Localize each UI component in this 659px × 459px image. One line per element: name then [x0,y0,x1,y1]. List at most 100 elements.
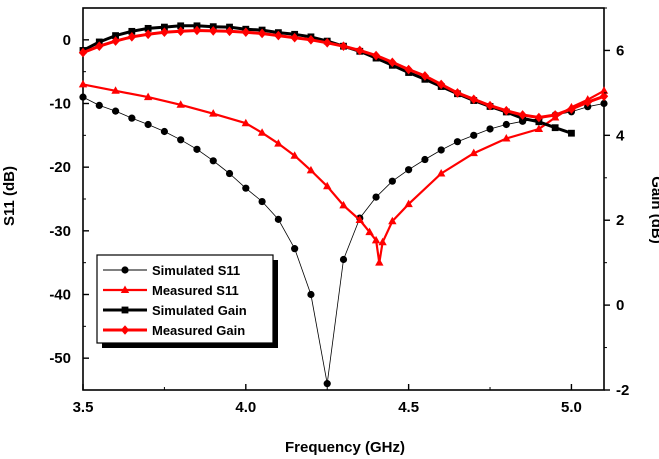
series-layer [78,22,609,388]
legend-item: Measured S11 [103,283,239,298]
x-tick-label: 3.5 [73,399,94,416]
data-point [144,24,152,32]
legend-label: Simulated Gain [152,303,247,318]
data-point [470,131,478,139]
data-point [355,215,364,224]
data-point [534,124,544,132]
y-tick-label: -40 [49,287,71,304]
data-point [502,105,511,116]
data-point [274,30,283,41]
data-point [583,97,592,108]
data-point [534,112,544,123]
x-tick-label: 4.5 [398,399,419,416]
data-point [307,290,315,299]
y2-tick-label: 2 [616,212,624,229]
series-1 [79,93,608,388]
data-point [371,235,381,244]
data-point [128,114,136,122]
data-point [568,129,575,137]
data-point [258,197,266,206]
data-point [143,29,153,40]
data-point [306,35,316,45]
data-point [339,200,348,209]
data-point [502,120,510,129]
data-point [436,169,446,177]
y-tick-label: 0 [63,32,71,49]
legend-marker [121,306,129,314]
data-point [78,47,88,58]
data-point [404,199,413,208]
data-point [257,28,267,39]
data-point [567,104,576,114]
data-point [485,100,495,111]
data-point [128,27,136,35]
data-point [291,245,299,253]
data-point [176,26,185,37]
data-point [111,107,120,115]
data-point [144,120,152,129]
data-point [323,38,332,48]
legend-marker [120,285,130,293]
series-4 [78,25,609,123]
data-point [551,124,559,132]
data-point [375,258,384,266]
data-point [192,25,202,36]
y2-tick-label: 6 [616,42,624,59]
data-point [469,94,478,105]
legend-marker [120,325,130,335]
data-point [306,165,316,174]
data-point [502,134,511,142]
data-point [405,166,413,174]
data-point [225,26,234,37]
y-tick-label: -50 [49,350,71,367]
legend-label: Measured Gain [152,323,245,338]
data-point [193,145,201,153]
data-point [518,110,527,120]
series-line [82,83,605,264]
data-point [241,118,251,127]
data-point [274,139,283,147]
y2-axis-label: Gain (dB) [648,176,659,244]
data-point [599,86,609,94]
data-point [274,215,282,223]
data-point [160,127,169,136]
legend-marker [121,266,129,274]
x-tick-label: 5.0 [561,399,582,416]
data-point [79,93,87,101]
legend-item: Simulated Gain [103,303,247,318]
data-point [127,32,137,42]
data-point [177,22,185,30]
data-point [176,100,185,108]
data-point [241,27,251,37]
data-point [209,109,218,117]
y2-tick-label: 0 [616,297,624,314]
data-point [177,136,185,144]
data-point [388,216,397,225]
data-point [371,50,381,61]
data-point [372,193,380,201]
data-point [355,45,364,56]
data-point [404,64,413,75]
y-tick-label: -30 [49,223,71,240]
data-point [339,255,348,264]
y2-tick-label: 4 [616,127,625,144]
data-point [225,169,234,178]
data-point [209,157,217,165]
data-point [290,151,299,159]
data-point [143,92,153,101]
x-tick-label: 4.0 [235,399,256,416]
data-point [242,184,250,192]
y-tick-label: -10 [49,96,71,113]
data-point [388,177,396,185]
data-point [436,79,446,90]
data-point [365,227,374,236]
data-point [111,86,120,94]
data-point [323,380,331,388]
x-axis-label: Frequency (GHz) [285,439,405,456]
data-point [453,88,462,98]
data-point [111,36,120,46]
data-point [599,91,609,102]
legend-item: Measured Gain [103,323,245,338]
legend-label: Simulated S11 [152,263,240,278]
